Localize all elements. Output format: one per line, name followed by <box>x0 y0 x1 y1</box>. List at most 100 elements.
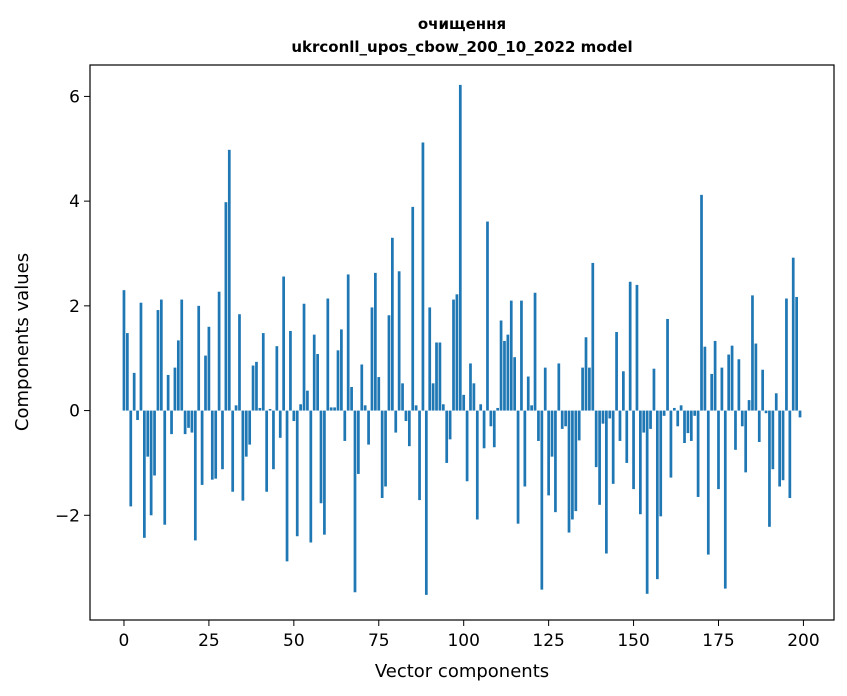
bar-99 <box>458 84 462 411</box>
bar-9 <box>153 410 156 476</box>
bar-116 <box>516 410 520 524</box>
bar-53 <box>302 303 306 411</box>
chart-title: очищення <box>418 15 506 33</box>
bar-198 <box>795 296 798 411</box>
bar-175 <box>717 410 720 490</box>
bar-38 <box>251 365 255 411</box>
bar-16 <box>176 340 180 411</box>
bar-163 <box>676 410 680 427</box>
bar-195 <box>785 298 788 411</box>
bar-132 <box>571 410 574 520</box>
bar-46 <box>278 410 282 438</box>
bar-156 <box>652 368 656 411</box>
bar-6 <box>143 410 146 538</box>
bar-158 <box>659 410 663 517</box>
bar-80 <box>394 410 398 433</box>
bar-47 <box>282 276 285 411</box>
bar-190 <box>768 410 771 527</box>
bar-142 <box>605 410 608 554</box>
bar-130 <box>564 410 567 427</box>
bar-137 <box>588 367 591 411</box>
bar-159 <box>662 410 666 416</box>
bar-81 <box>397 271 401 411</box>
x-tick-label-3: 75 <box>368 631 390 651</box>
bar-129 <box>560 410 564 429</box>
bar-146 <box>618 410 622 441</box>
bar-69 <box>357 410 360 474</box>
bar-149 <box>628 281 632 411</box>
bar-37 <box>248 410 252 445</box>
bar-33 <box>234 405 238 411</box>
bar-136 <box>584 337 588 411</box>
bar-35 <box>241 410 245 501</box>
bar-77 <box>384 410 387 487</box>
bar-51 <box>295 410 299 537</box>
bar-22 <box>197 305 201 411</box>
bar-57 <box>316 354 319 411</box>
bar-170 <box>700 194 703 411</box>
bar-48 <box>285 410 289 562</box>
bar-185 <box>751 295 754 411</box>
bar-113 <box>506 334 510 411</box>
bar-62 <box>333 407 336 411</box>
plot-frame <box>89 64 835 621</box>
bar-124 <box>543 367 547 411</box>
bar-2 <box>129 410 133 507</box>
bar-45 <box>275 346 279 411</box>
bar-127 <box>554 410 557 513</box>
bar-36 <box>244 410 248 457</box>
bar-92 <box>435 342 438 411</box>
bar-140 <box>598 410 601 505</box>
bar-76 <box>380 410 384 499</box>
ticks-group: 0 25 50 75 100 125 150 175 200 −2 0 2 4 6 <box>55 87 820 651</box>
bar-199 <box>798 410 802 418</box>
bar-71 <box>363 405 367 411</box>
bar-52 <box>299 404 302 411</box>
bar-58 <box>319 410 323 504</box>
bar-117 <box>520 300 523 411</box>
bar-60 <box>326 298 330 411</box>
bar-121 <box>533 292 537 411</box>
y-tick-label-3: 4 <box>69 192 80 212</box>
x-tick-label-5: 125 <box>532 631 564 651</box>
bar-13 <box>166 374 170 411</box>
bar-5 <box>139 302 143 411</box>
bar-162 <box>672 407 676 411</box>
bar-70 <box>360 364 364 411</box>
bar-74 <box>374 272 377 411</box>
bar-169 <box>696 410 700 497</box>
bar-110 <box>496 407 500 411</box>
bar-56 <box>312 334 316 411</box>
bar-166 <box>686 410 690 434</box>
bar-191 <box>771 410 775 470</box>
bar-123 <box>540 410 544 590</box>
bar-197 <box>791 257 795 411</box>
bar-194 <box>781 410 785 481</box>
bar-96 <box>448 410 452 440</box>
bar-3 <box>132 372 136 411</box>
bar-0 <box>122 290 126 411</box>
bar-122 <box>537 410 540 441</box>
bar-144 <box>611 410 615 484</box>
bar-91 <box>431 383 435 411</box>
bar-192 <box>774 393 778 411</box>
bar-150 <box>632 410 635 490</box>
x-tick-label-7: 175 <box>702 631 734 651</box>
bar-135 <box>581 367 584 411</box>
bar-108 <box>489 410 493 427</box>
x-axis-label: Vector components <box>375 661 549 682</box>
bar-39 <box>255 361 258 411</box>
bar-34 <box>238 314 241 411</box>
bar-50 <box>292 410 296 422</box>
bar-112 <box>503 340 506 411</box>
bar-179 <box>730 345 734 411</box>
bar-134 <box>577 410 581 441</box>
bar-174 <box>713 340 717 411</box>
x-tick-label-2: 50 <box>283 631 305 651</box>
bar-131 <box>567 410 571 533</box>
bar-103 <box>472 383 476 411</box>
bar-145 <box>615 332 618 411</box>
bar-125 <box>547 410 550 496</box>
bar-64 <box>340 329 343 411</box>
bar-126 <box>550 410 554 457</box>
